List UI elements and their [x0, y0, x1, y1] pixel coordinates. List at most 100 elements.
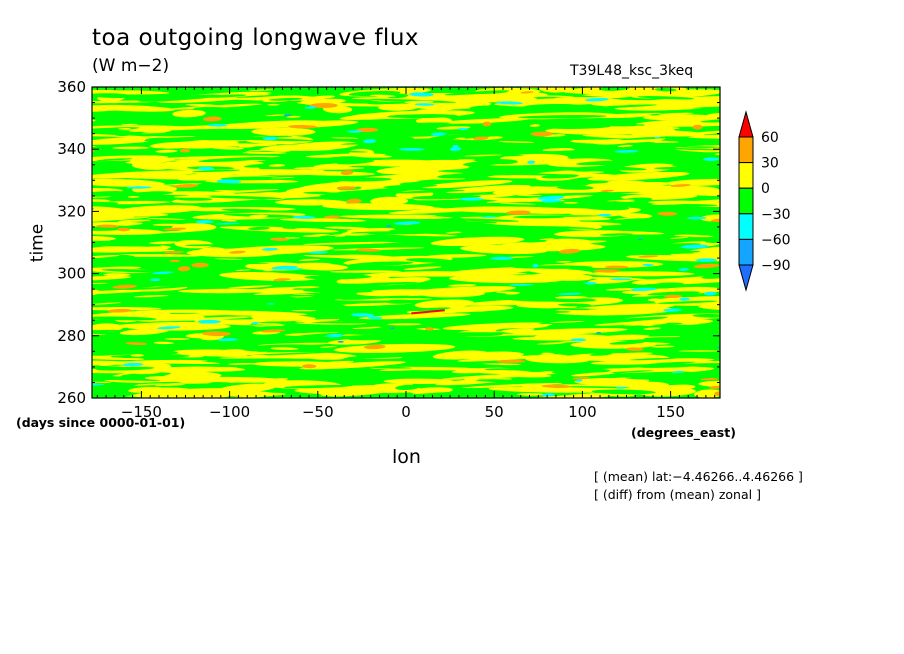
field-patch-positive: [505, 291, 519, 295]
field-patch-negative: [120, 372, 171, 378]
field-patch-positive: [661, 384, 696, 390]
field-patch-negative: [196, 195, 283, 200]
field-patch-negative: [149, 295, 213, 301]
field-patch-negative: [419, 123, 483, 127]
field-patch-negative: [334, 177, 392, 182]
field-patch-positive: [92, 275, 132, 281]
field-patch-high: [125, 342, 148, 346]
field-patch-very-low: [638, 238, 643, 241]
field-patch-positive: [112, 179, 133, 182]
field-patch-low: [695, 258, 717, 263]
field-patch-negative: [523, 103, 582, 109]
field-patch-low: [308, 251, 329, 254]
field-patch-negative: [443, 221, 498, 224]
field-patch-positive: [299, 179, 408, 191]
field-patch-positive: [291, 286, 320, 289]
field-patch-negative: [92, 166, 133, 170]
field-patch-positive: [270, 347, 299, 350]
field-patch-negative: [558, 386, 631, 389]
field-patch-negative: [387, 114, 458, 119]
field-patch-low: [326, 333, 344, 338]
field-patch-low: [261, 247, 278, 251]
field-patch-negative: [369, 366, 413, 369]
field-patch-negative: [346, 354, 425, 359]
field-patch-negative: [92, 127, 140, 134]
field-patch-high: [203, 116, 222, 122]
field-patch-low: [157, 326, 181, 330]
field-patch-low: [285, 268, 303, 270]
field-patch-positive: [498, 141, 535, 143]
field-patch-negative: [268, 97, 303, 101]
field-patch-positive: [134, 371, 161, 375]
chart-title: toa outgoing longwave flux: [92, 25, 420, 51]
field-patch-negative: [647, 291, 701, 296]
field-patch-negative: [437, 172, 496, 179]
field-patch-negative: [545, 125, 611, 129]
field-patch-low: [367, 316, 383, 320]
y-tick-label: 260: [57, 389, 86, 407]
field-patch-positive: [118, 359, 208, 364]
field-patch-positive: [298, 258, 321, 261]
field-patch-positive: [223, 319, 256, 323]
field-patch-low: [126, 186, 152, 189]
field-patch-positive: [376, 164, 469, 175]
field-patch-positive: [369, 94, 396, 97]
field-patch-positive: [302, 241, 400, 245]
field-patch-positive: [482, 363, 521, 366]
field-patch-positive: [507, 198, 548, 202]
field-patch-positive: [279, 218, 367, 223]
field-patch-high: [164, 250, 184, 254]
field-patch-positive: [640, 281, 661, 285]
field-patch-positive: [352, 326, 382, 330]
field-patch-negative: [469, 105, 505, 110]
field-patch-positive: [129, 128, 152, 132]
field-patch-positive: [92, 323, 124, 333]
field-patch-positive: [449, 356, 492, 360]
colorbar-bottom-arrow: [738, 264, 754, 292]
field-patch-negative: [220, 176, 288, 181]
field-patch-positive: [359, 313, 471, 320]
field-patch-positive: [467, 327, 496, 330]
field-patch-high: [530, 131, 554, 137]
field-patch-positive: [623, 322, 668, 326]
field-patch-positive: [152, 223, 185, 226]
field-patch-negative: [248, 344, 321, 350]
field-patch-positive: [370, 196, 409, 206]
field-patch-positive: [309, 167, 323, 170]
field-patch-positive: [250, 354, 272, 357]
field-patch-positive: [117, 219, 151, 222]
field-patch-negative: [92, 329, 121, 334]
field-patch-low: [679, 297, 690, 301]
field-patch-positive: [242, 151, 287, 154]
field-patch-low: [576, 379, 583, 382]
field-patch-positive: [153, 341, 174, 345]
field-patch-positive: [178, 368, 204, 378]
field-patch-positive: [523, 176, 539, 178]
field-patch-positive: [462, 382, 563, 389]
field-patch-high: [201, 331, 231, 337]
field-patch-negative: [291, 110, 313, 114]
field-patch-high: [714, 391, 720, 396]
field-patch-negative: [348, 90, 401, 97]
field-patch-positive: [629, 312, 651, 315]
field-patch-positive: [327, 233, 370, 236]
field-patch-negative: [640, 363, 720, 368]
field-patch-high: [670, 184, 691, 187]
field-patch-low: [508, 283, 534, 286]
field-patch-negative: [512, 215, 565, 219]
field-patch-positive: [588, 308, 631, 310]
field-patch-low: [663, 308, 682, 312]
field-patch-positive: [422, 180, 513, 189]
field-patch-low: [557, 292, 581, 295]
field-patch-high: [355, 248, 381, 252]
field-patch-negative: [193, 106, 234, 111]
field-patch-positive: [209, 310, 223, 314]
colorbar-top-arrow: [738, 110, 754, 138]
field-patch-negative: [428, 132, 503, 140]
field-patch-positive: [108, 175, 196, 180]
field-patch-positive: [517, 194, 542, 197]
field-patch-positive: [351, 154, 393, 158]
field-patch-high: [288, 124, 318, 129]
field-patch-positive: [570, 372, 615, 377]
field-patch-positive: [662, 115, 685, 118]
